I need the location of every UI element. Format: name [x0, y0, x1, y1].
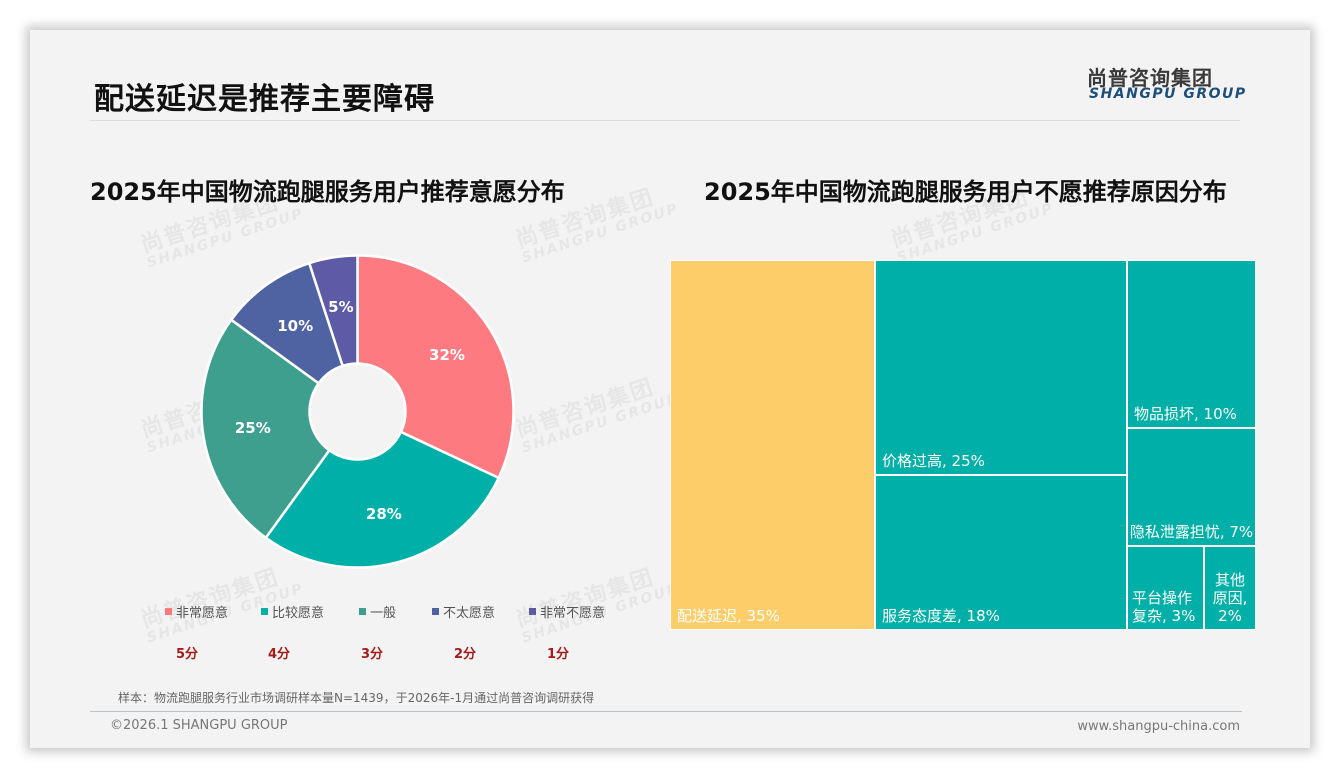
donut-slice — [307, 254, 359, 368]
donut-svg — [200, 254, 515, 569]
legend-item: 比较愿意 — [261, 602, 324, 621]
chart-legend: 非常愿意 比较愿意 一般 不太愿意 非常不愿意 — [160, 602, 620, 622]
legend-swatch — [432, 608, 439, 615]
treemap-tile: 物品损坏, 10% — [1127, 260, 1256, 428]
right-chart-title: 2025年中国物流跑腿服务用户不愿推荐原因分布 — [704, 178, 1227, 206]
logo-cn: 尚普咨询集团 — [1087, 66, 1213, 90]
slide: 尚普咨询集团 SHANGPU GROUP 尚普咨询集团 SHANGPU GROUP … — [30, 30, 1310, 748]
treemap-chart: 配送延迟, 35% 价格过高, 25% 服务态度差, 18% 物品损坏, 10%… — [670, 260, 1256, 630]
score-label: 2分 — [454, 647, 477, 662]
slice-value-label: 28% — [365, 505, 402, 524]
title-divider — [90, 120, 1240, 121]
footer-divider — [90, 711, 1242, 712]
logo-en: SHANGPU GROUP — [1089, 86, 1247, 102]
left-chart-title: 2025年中国物流跑腿服务用户推荐意愿分布 — [90, 178, 565, 206]
slice-value-label: 32% — [429, 345, 465, 364]
page-title: 配送延迟是推荐主要障碍 — [94, 82, 435, 117]
copyright: ©2026.1 SHANGPU GROUP — [110, 718, 288, 733]
score-label: 5分 — [176, 647, 199, 662]
legend-swatch — [261, 608, 268, 615]
source-note: 样本：物流跑腿服务行业市场调研样本量N=1439，于2026年-1月通过尚普咨询… — [118, 691, 595, 705]
website-link[interactable]: www.shangpu-china.com — [1077, 719, 1240, 734]
legend-swatch — [529, 608, 536, 615]
treemap-tile: 平台操作复杂, 3% — [1127, 546, 1204, 630]
score-label: 1分 — [547, 647, 570, 662]
donut-slice — [264, 430, 501, 569]
legend-item: 非常愿意 — [165, 602, 228, 621]
treemap-tile: 价格过高, 25% — [875, 260, 1127, 475]
slice-value-label: 10% — [277, 316, 314, 335]
donut-slice — [356, 254, 515, 480]
legend-item: 一般 — [359, 602, 396, 621]
legend-item: 非常不愿意 — [529, 602, 605, 621]
treemap-tile: 服务态度差, 18% — [875, 475, 1127, 630]
legend-item: 不太愿意 — [432, 602, 495, 621]
treemap-tile: 其他原因, 2% — [1204, 546, 1256, 630]
treemap-tile: 配送延迟, 35% — [670, 260, 875, 630]
legend-swatch — [359, 608, 366, 615]
score-label: 4分 — [268, 647, 291, 662]
score-label: 3分 — [361, 647, 384, 662]
slice-value-label: 5% — [328, 297, 354, 316]
treemap-tile: 隐私泄露担忧, 7% — [1127, 428, 1256, 546]
legend-swatch — [165, 608, 172, 615]
donut-slice — [200, 318, 332, 540]
donut-chart: 32% 28% 25% 10% 5% — [200, 254, 515, 569]
slice-value-label: 25% — [234, 419, 271, 438]
